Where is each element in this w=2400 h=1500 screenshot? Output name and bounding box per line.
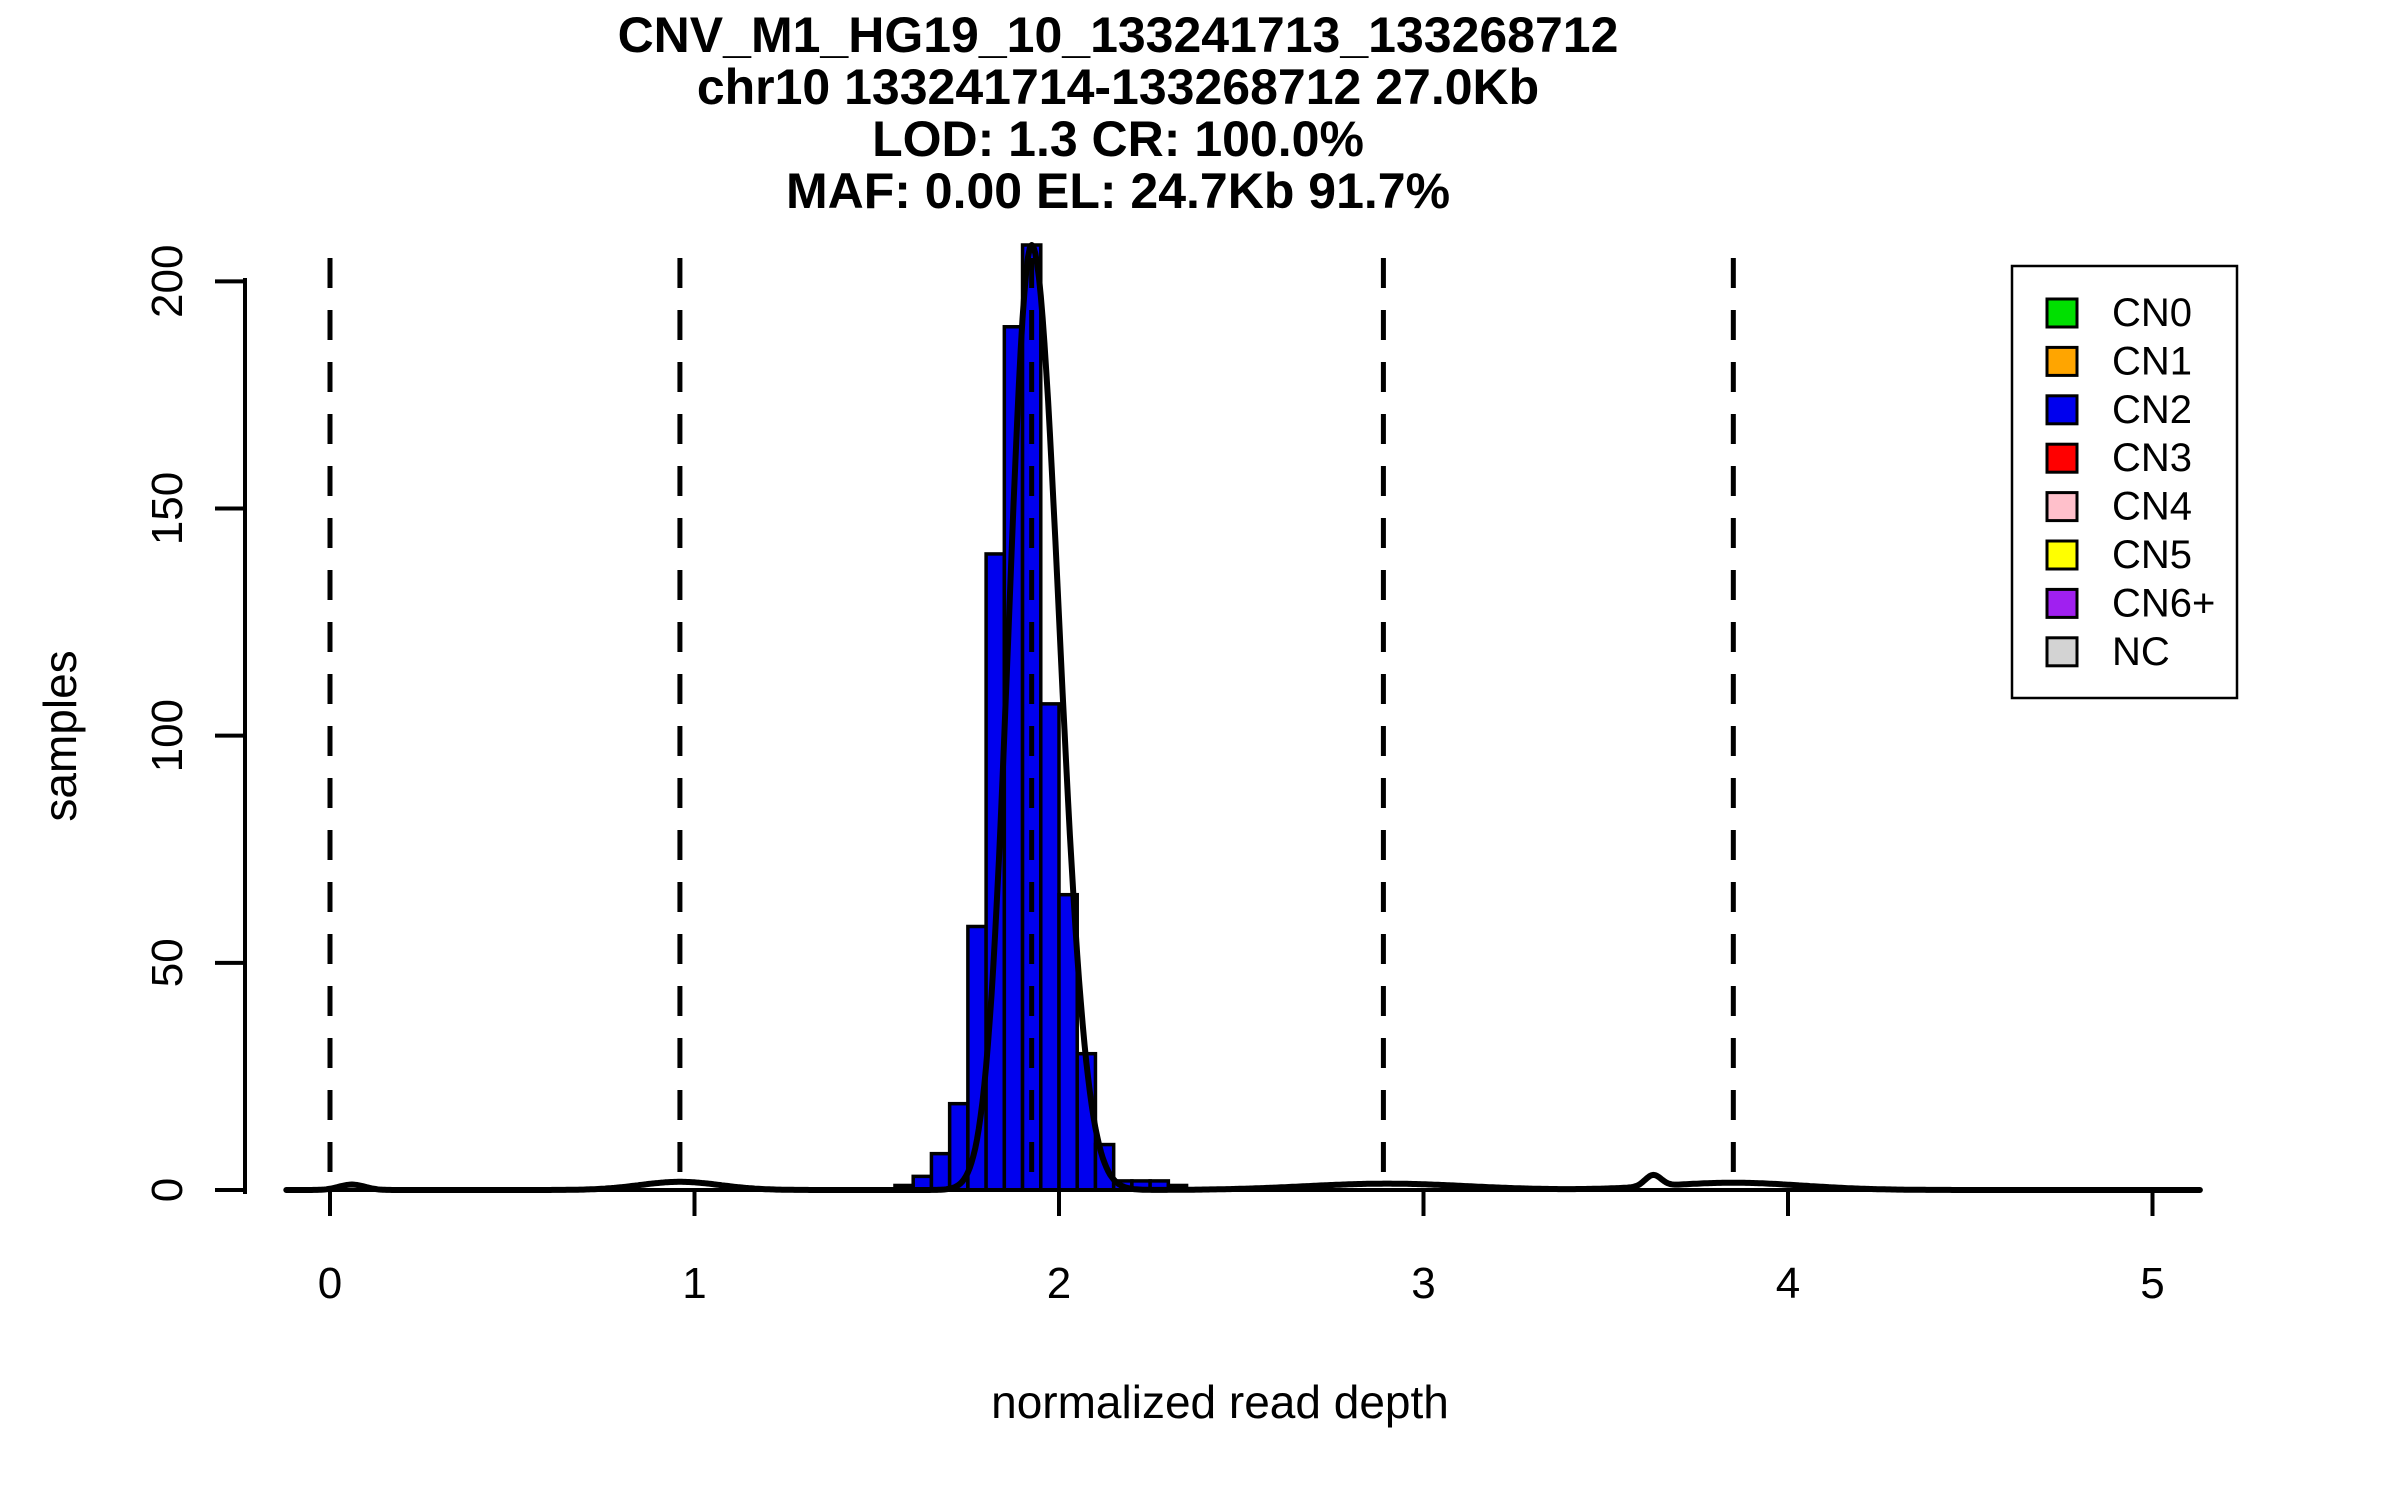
legend-swatch-cn4	[2045, 491, 2079, 523]
legend-label-cn6plus: CN6+	[2112, 581, 2215, 625]
legend-label-cn4: CN4	[2112, 485, 2192, 529]
title-line-1: CNV_M1_HG19_10_133241713_133268712	[618, 7, 1619, 63]
y-tick-label: 200	[143, 245, 192, 318]
legend-label-cn2: CN2	[2112, 388, 2192, 432]
legend-label-cn3: CN3	[2112, 436, 2192, 480]
histogram-bar	[1039, 702, 1061, 1192]
legend-swatch-cn6plus	[2045, 587, 2079, 619]
legend-label-nc: NC	[2112, 630, 2170, 674]
x-axis-label: normalized read depth	[991, 1376, 1449, 1428]
x-tick-label: 5	[2140, 1259, 2164, 1308]
x-tick-label: 4	[1776, 1259, 1800, 1308]
legend-swatch-cn5	[2045, 539, 2079, 571]
legend-swatch-cn2	[2045, 394, 2079, 426]
y-tick-label: 50	[143, 938, 192, 987]
legend-swatch-cn1	[2045, 345, 2079, 377]
density-curve-path	[283, 242, 2203, 1193]
y-axis-ticks: 0 50 100 150 200	[143, 245, 245, 1202]
x-tick-label: 1	[682, 1259, 706, 1308]
legend-swatch-cn3	[2045, 442, 2079, 474]
x-tick-label: 2	[1047, 1259, 1071, 1308]
y-tick-label: 0	[143, 1178, 192, 1202]
y-tick-label: 150	[143, 472, 192, 545]
histogram-bar	[929, 1151, 952, 1192]
legend-swatch-cn0	[2045, 297, 2079, 329]
legend-box	[2010, 264, 2239, 700]
y-tick-label: 100	[143, 699, 192, 772]
legend-label-cn5: CN5	[2112, 533, 2192, 577]
x-tick-label: 0	[318, 1259, 342, 1308]
density-curve	[283, 242, 2203, 1193]
title-line-4: MAF: 0.00 EL: 24.7Kb 91.7%	[786, 163, 1450, 219]
title-line-3: LOD: 1.3 CR: 100.0%	[872, 111, 1364, 167]
legend-swatch-nc	[2045, 636, 2079, 668]
x-tick-label: 3	[1411, 1259, 1435, 1308]
histogram-bar	[984, 552, 1007, 1192]
y-axis-label: samples	[34, 650, 86, 821]
legend-label-cn1: CN1	[2112, 339, 2192, 383]
legend-label-cn0: CN0	[2112, 291, 2192, 335]
x-axis-ticks: 0 1 2 3 4 5	[318, 1190, 2165, 1308]
histogram-bars	[893, 243, 1189, 1192]
title-line-2: chr10 133241714-133268712 27.0Kb	[697, 59, 1539, 115]
